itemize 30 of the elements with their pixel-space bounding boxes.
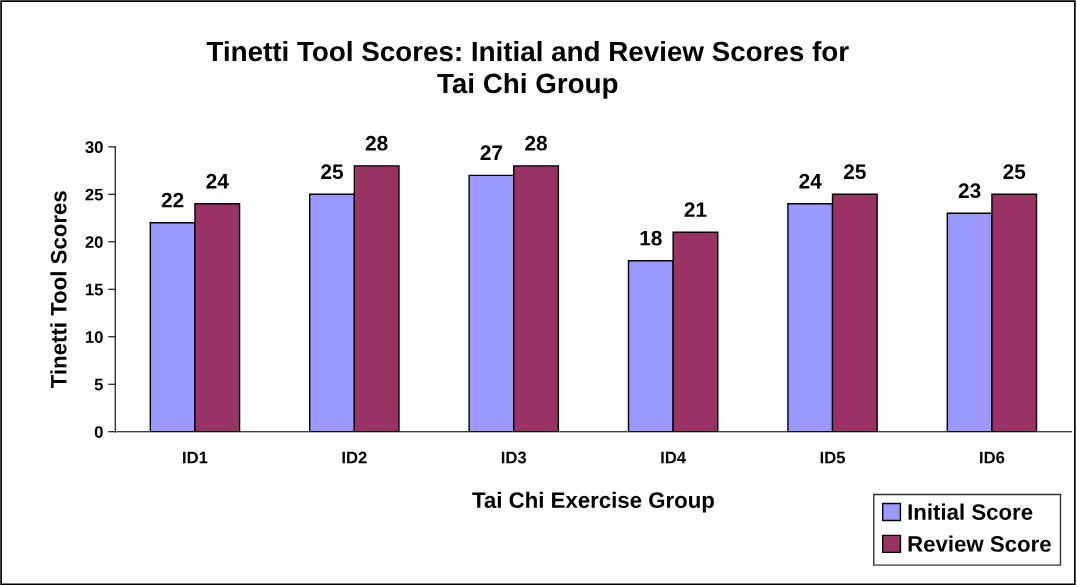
data-label: 25	[1003, 164, 1026, 180]
x-axis-title: Tai Chi Exercise Group	[472, 491, 714, 513]
y-tick-label: 15	[85, 283, 103, 296]
x-tick-label: ID6	[980, 451, 1005, 464]
chart-title: Tinetti Tool Scores: Initial and Review Scores for Tai Chi Group	[206, 40, 849, 99]
data-label: 18	[640, 230, 662, 246]
data-label: 24	[799, 173, 822, 189]
data-label: 25	[321, 164, 344, 180]
legend-label: Review Score	[908, 535, 1051, 552]
x-tick-label: ID4	[661, 451, 686, 464]
data-label: 24	[206, 173, 229, 189]
x-tick-label: ID2	[342, 451, 367, 464]
y-tick-label: 30	[85, 141, 103, 154]
y-tick-label: 5	[94, 378, 103, 391]
y-tick-label: 25	[85, 188, 103, 201]
x-tick-label: ID5	[820, 451, 846, 464]
data-label: 27	[480, 145, 503, 160]
y-tick-label: 10	[85, 331, 103, 343]
data-label: 28	[365, 135, 388, 151]
legend-label: Initial Score	[908, 503, 1033, 520]
data-label: 28	[525, 135, 547, 151]
y-axis-title: Tinetti Tool Scores	[50, 191, 67, 389]
x-tick-label: ID3	[501, 451, 527, 464]
y-tick-label: 20	[85, 236, 103, 248]
data-label: 23	[958, 183, 981, 199]
y-tick-label: 0	[94, 426, 103, 438]
x-tick-label: ID1	[183, 451, 208, 464]
data-label: 22	[161, 192, 184, 208]
data-label: 21	[684, 202, 707, 217]
data-label: 25	[843, 164, 866, 180]
